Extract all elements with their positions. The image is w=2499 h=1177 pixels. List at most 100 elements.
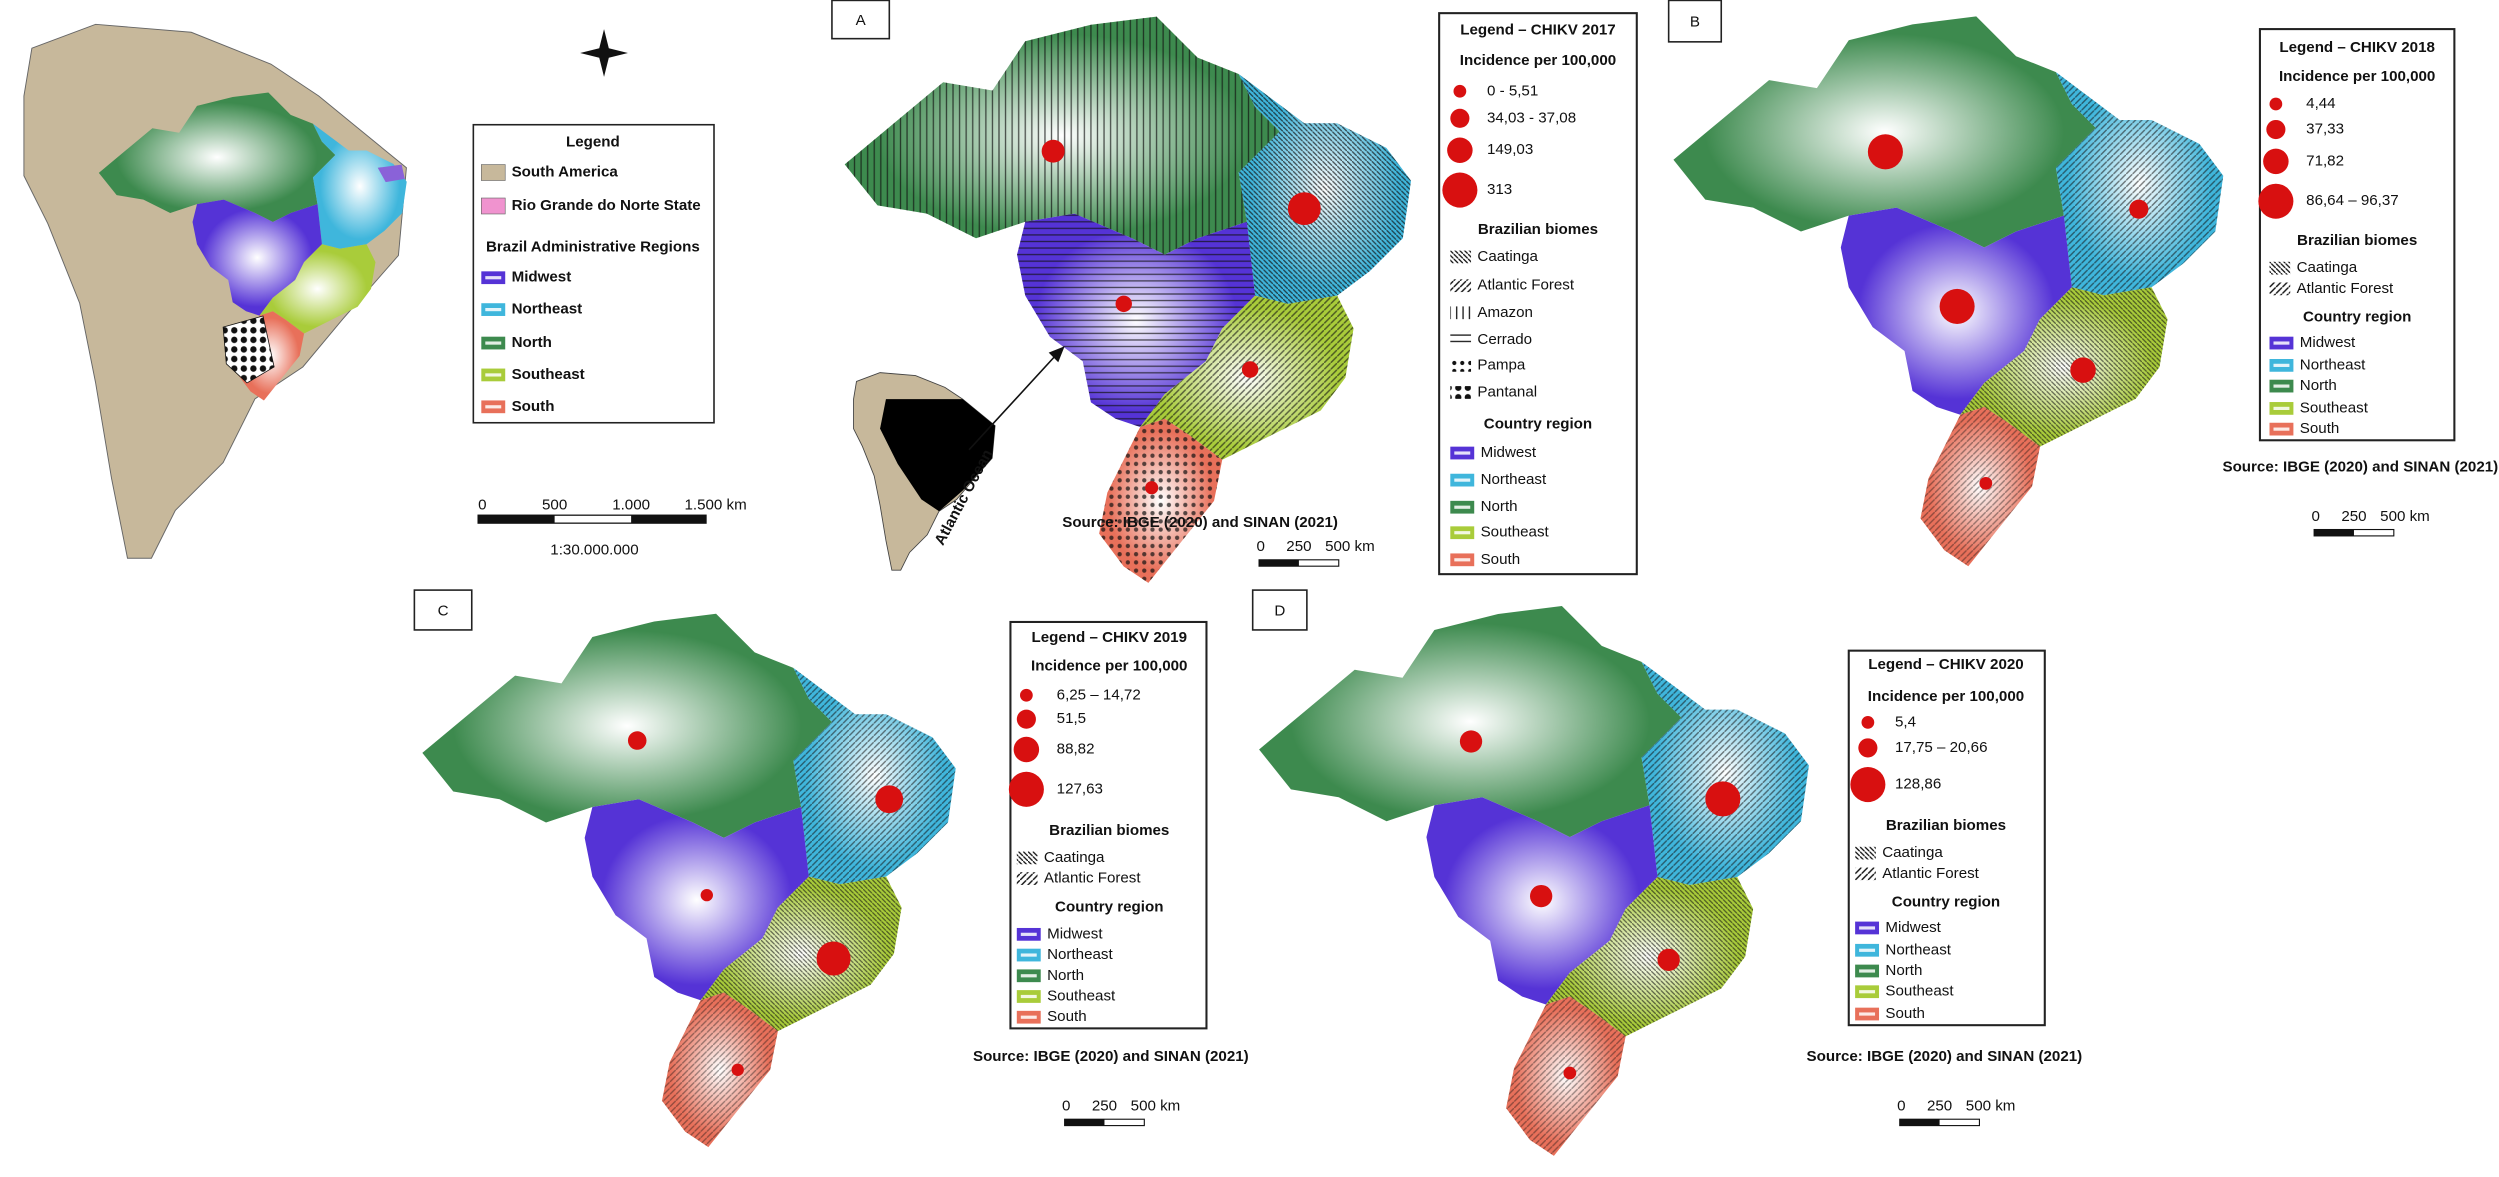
panel-label: D	[1274, 603, 1285, 620]
region-swatch-core	[1454, 531, 1471, 535]
scale-ratio: 1:30.000.000	[550, 541, 638, 558]
legend-item: Caatinga	[1044, 849, 1105, 866]
legend-item: Northeast	[512, 301, 583, 318]
scale-label: 0	[2312, 508, 2320, 525]
biome-swatch	[1450, 279, 1472, 293]
legend-item: Southeast	[1481, 524, 1550, 541]
panel-label: C	[438, 603, 449, 620]
region-swatch-core	[1454, 558, 1471, 562]
region-swatch-core	[485, 373, 502, 377]
region-swatch-core	[1859, 990, 1876, 994]
scale-label: 500 km	[1325, 538, 1375, 555]
legend-item: North	[1481, 498, 1518, 515]
legend-item: Pampa	[1477, 356, 1526, 373]
region-north	[98, 92, 336, 222]
incidence-circle	[1041, 139, 1065, 163]
legend-item: 51,5	[1057, 710, 1086, 727]
legend-subtitle: Incidence per 100,000	[1460, 52, 1616, 69]
region-swatch-core	[1020, 953, 1037, 957]
scale-label: 250	[1286, 538, 1311, 555]
legend-item: Atlantic Forest	[1477, 277, 1574, 294]
incidence-circle	[1459, 730, 1483, 753]
biome-hatch	[1960, 287, 2168, 447]
region-swatch-core	[2273, 406, 2290, 410]
incidence-circle	[1287, 192, 1321, 226]
legend-item: Pantanal	[1477, 383, 1537, 400]
incidence-circle	[1145, 481, 1159, 495]
source-note: Source: IBGE (2020) and SINAN (2021)	[2222, 458, 2498, 475]
region-swatch-core	[1020, 994, 1037, 999]
legend-item: Atlantic Forest	[2297, 280, 2394, 297]
pantanal	[222, 315, 275, 384]
incidence-circle	[1657, 948, 1680, 971]
region-north	[422, 613, 833, 838]
biome-hatch	[1641, 661, 1809, 885]
region-swatch-core	[2273, 427, 2290, 431]
region-swatch-core	[1859, 926, 1876, 930]
biome-swatch	[2269, 261, 2291, 275]
legend-item: Amazon	[1477, 304, 1533, 321]
biome-swatch	[1450, 386, 1472, 399]
region-swatch-core	[1859, 1012, 1876, 1016]
legend-item: Midwest	[2300, 334, 2356, 351]
compass	[580, 29, 628, 77]
scale-bar-seg	[631, 515, 707, 524]
inset-arrowhead	[1048, 346, 1065, 363]
scale-label: 500 km	[1131, 1097, 1181, 1114]
biome-hatch	[1017, 213, 1256, 427]
legend-item: 86,64 – 96,37	[2306, 192, 2399, 209]
region-swatch-core	[1859, 948, 1876, 952]
biome-swatch	[1855, 846, 1876, 860]
scale-bar-seg	[1259, 559, 1299, 567]
legend-item: South	[2300, 420, 2340, 437]
legend-subtitle: Brazilian biomes	[2297, 232, 2417, 249]
biome-hatch	[1140, 295, 1354, 460]
legend-subtitle: Brazilian biomes	[1478, 221, 1598, 238]
scale-label: 500 km	[2380, 508, 2430, 525]
legend-circle	[1016, 709, 1036, 729]
legend-circle	[2266, 119, 2286, 140]
incidence-circle	[1867, 134, 1903, 170]
panel-label: A	[856, 12, 867, 29]
region-swatch-core	[1454, 451, 1471, 455]
legend-item: Northeast	[1047, 946, 1113, 963]
region-swatch-core	[1454, 505, 1471, 509]
legend-subtitle: Incidence per 100,000	[1868, 688, 2024, 705]
legend-item: Southeast	[1885, 983, 1954, 1000]
region-southeast	[259, 244, 376, 334]
legend-item: 313	[1487, 181, 1512, 198]
incidence-circle	[1939, 288, 1975, 324]
biome-swatch	[1855, 867, 1876, 881]
legend-item: Southeast	[1047, 988, 1116, 1005]
legend-circle	[1861, 716, 1875, 729]
legend-item: 4,44	[2306, 95, 2335, 112]
region-swatch-core	[485, 308, 502, 312]
region-swatch-core	[2273, 363, 2290, 367]
scale-label: 0	[1897, 1097, 1905, 1114]
incidence-circle	[627, 731, 647, 750]
incidence-circle	[2129, 199, 2149, 219]
legend-item: Caatinga	[2297, 259, 2358, 276]
biome-hatch	[793, 667, 956, 885]
legend-title: Legend – CHIKV 2017	[1460, 22, 1616, 39]
legend-circle	[1858, 738, 1878, 758]
biome-hatch	[1920, 406, 2040, 567]
incidence-circle	[875, 785, 904, 814]
legend-circle	[1020, 688, 1033, 702]
incidence-circle	[731, 1063, 744, 1076]
biome-swatch	[2269, 282, 2291, 296]
legend-item: Midwest	[1885, 919, 1941, 936]
legend-circle	[2269, 97, 2283, 111]
legend-item: 128,86	[1895, 776, 1941, 793]
legend-item: North	[1047, 967, 1084, 984]
biome-swatch	[1450, 306, 1472, 320]
legend-item: Midwest	[1481, 444, 1537, 461]
legend-circle	[1450, 108, 1470, 128]
legend-item: Cerrado	[1477, 331, 1532, 348]
region-northeast	[313, 123, 407, 249]
legend-item: North	[2300, 377, 2337, 394]
legend-item: Midwest	[512, 269, 572, 286]
legend-item: 149,03	[1487, 141, 1533, 158]
legend-item: South	[1885, 1005, 1925, 1022]
